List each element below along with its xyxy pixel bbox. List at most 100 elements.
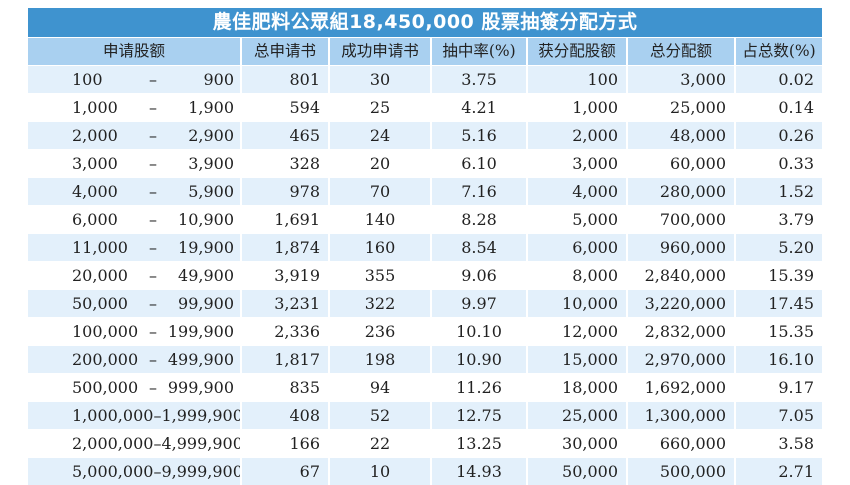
table-row: 100–900 801 30 3.75 100 3,000 0.02 [28, 66, 822, 93]
range-to: 4,999,900 [161, 434, 240, 453]
total-allotment-cell: 1,300,000 [628, 402, 734, 429]
percent-of-total-cell: 9.17 [736, 374, 822, 401]
range-dash: – [149, 154, 157, 173]
allotted-shares-cell: 50,000 [528, 458, 626, 485]
success-rate-cell: 9.06 [432, 262, 526, 289]
allotted-shares-cell: 2,000 [528, 122, 626, 149]
range-dash: – [149, 238, 157, 257]
applied-range-cell: 11,000 – 19,900 [28, 234, 240, 261]
percent-of-total-cell: 1.52 [736, 178, 822, 205]
applied-range-cell: 500,000–999,900 [28, 374, 240, 401]
table-row: 3,000–3,900 328 20 6.10 3,000 60,000 0.33 [28, 150, 822, 177]
allotted-shares-cell: 6,000 [528, 234, 626, 261]
applied-range-cell: 5,000,000–9,999,900 [28, 458, 240, 485]
range-dash: – [149, 126, 157, 145]
success-rate-cell: 6.10 [432, 150, 526, 177]
header-row: 申请股额 总申请书 成功申请书 抽中率(%) 获分配股额 总分配额 占总数(%) [28, 38, 822, 65]
applied-range-cell: 100,000–199,900 [28, 318, 240, 345]
success-rate-cell: 4.21 [432, 94, 526, 121]
header-total-applications: 总申请书 [242, 38, 328, 65]
successful-applications-cell: 25 [330, 94, 430, 121]
range-from: 11,000 [72, 238, 128, 257]
allotted-shares-cell: 30,000 [528, 430, 626, 457]
applied-range-cell: 1,000 – 1,900 [28, 94, 240, 121]
range-dash: – [153, 462, 162, 481]
allotted-shares-cell: 25,000 [528, 402, 626, 429]
range-from: 5,000,000 [72, 462, 154, 481]
applied-range-cell: 2,000 – 2,900 [28, 122, 240, 149]
allotted-shares-cell: 100 [528, 66, 626, 93]
range-to: 3,900 [188, 154, 234, 173]
table-row: 11,000 – 19,900 1,874 160 8.54 6,000 960,000 5.2… [28, 234, 822, 261]
range-dash: – [149, 350, 157, 369]
total-applications-cell: 3,231 [242, 290, 328, 317]
range-dash: – [149, 210, 157, 229]
total-applications-cell: 67 [242, 458, 328, 485]
success-rate-cell: 12.75 [432, 402, 526, 429]
range-to: 199,900 [167, 322, 234, 341]
total-allotment-cell: 500,000 [628, 458, 734, 485]
header-successful-applications: 成功申请书 [330, 38, 430, 65]
success-rate-cell: 8.28 [432, 206, 526, 233]
total-applications-cell: 1,874 [242, 234, 328, 261]
header-allotted-shares: 获分配股额 [528, 38, 626, 65]
total-allotment-cell: 960,000 [628, 234, 734, 261]
successful-applications-cell: 22 [330, 430, 430, 457]
success-rate-cell: 14.93 [432, 458, 526, 485]
successful-applications-cell: 20 [330, 150, 430, 177]
successful-applications-cell: 10 [330, 458, 430, 485]
successful-applications-cell: 355 [330, 262, 430, 289]
table-row: 500,000–999,900 835 94 11.26 18,000 1,692,000… [28, 374, 822, 401]
successful-applications-cell: 70 [330, 178, 430, 205]
range-to: 49,900 [178, 266, 234, 285]
percent-of-total-cell: 15.39 [736, 262, 822, 289]
total-applications-cell: 1,691 [242, 206, 328, 233]
header-success-rate: 抽中率(%) [432, 38, 526, 65]
total-applications-cell: 328 [242, 150, 328, 177]
percent-of-total-cell: 16.10 [736, 346, 822, 373]
table-row: 100,000–199,900 2,336 236 10.10 12,000 2,832,… [28, 318, 822, 345]
total-applications-cell: 2,336 [242, 318, 328, 345]
range-dash: – [153, 406, 162, 425]
success-rate-cell: 10.90 [432, 346, 526, 373]
successful-applications-cell: 30 [330, 66, 430, 93]
successful-applications-cell: 52 [330, 402, 430, 429]
range-to: 1,900 [188, 98, 234, 117]
header-total-allotment: 总分配额 [628, 38, 734, 65]
range-from: 500,000 [72, 378, 139, 397]
table-row: 20,000 – 49,900 3,919 355 9.06 8,000 2,840,000 1… [28, 262, 822, 289]
table-row: 2,000–2,900 465 24 5.16 2,000 48,000 0.26 [28, 122, 822, 149]
table-row: 6,000 – 10,900 1,691 140 8.28 5,000 700,000 3.79 [28, 206, 822, 233]
applied-range-cell: 1,000,000–1,999,900 [28, 402, 240, 429]
table-body: 100–900 801 30 3.75 100 3,000 0.02 1,000–1,900 5… [28, 66, 822, 485]
range-from: 2,000,000 [72, 434, 154, 453]
table-row: 4,000–5,900 978 70 7.16 4,000 280,000 1.52 [28, 178, 822, 205]
successful-applications-cell: 322 [330, 290, 430, 317]
range-from: 2,000 [72, 126, 118, 145]
success-rate-cell: 13.25 [432, 430, 526, 457]
table-row: 5,000,000–9,999,900 67 10 14.93 50,000 500,00… [28, 458, 822, 485]
range-from: 50,000 [72, 294, 128, 313]
range-from: 3,000 [72, 154, 118, 173]
successful-applications-cell: 160 [330, 234, 430, 261]
applied-range-cell: 4,000 – 5,900 [28, 178, 240, 205]
successful-applications-cell: 140 [330, 206, 430, 233]
range-dash: – [149, 182, 157, 201]
range-to: 99,900 [178, 294, 234, 313]
range-from: 200,000 [72, 350, 139, 369]
total-applications-cell: 801 [242, 66, 328, 93]
success-rate-cell: 5.16 [432, 122, 526, 149]
total-applications-cell: 166 [242, 430, 328, 457]
total-allotment-cell: 60,000 [628, 150, 734, 177]
total-allotment-cell: 2,840,000 [628, 262, 734, 289]
percent-of-total-cell: 3.79 [736, 206, 822, 233]
range-dash: – [149, 70, 157, 89]
total-applications-cell: 465 [242, 122, 328, 149]
success-rate-cell: 8.54 [432, 234, 526, 261]
applied-range-cell: 200,000–499,900 [28, 346, 240, 373]
range-dash: – [149, 322, 157, 341]
total-applications-cell: 978 [242, 178, 328, 205]
total-applications-cell: 3,919 [242, 262, 328, 289]
allotment-table: 農佳肥料公眾組18,450,000 股票抽簽分配方式 申请股额 总申请书 成功申… [28, 8, 822, 485]
percent-of-total-cell: 2.71 [736, 458, 822, 485]
